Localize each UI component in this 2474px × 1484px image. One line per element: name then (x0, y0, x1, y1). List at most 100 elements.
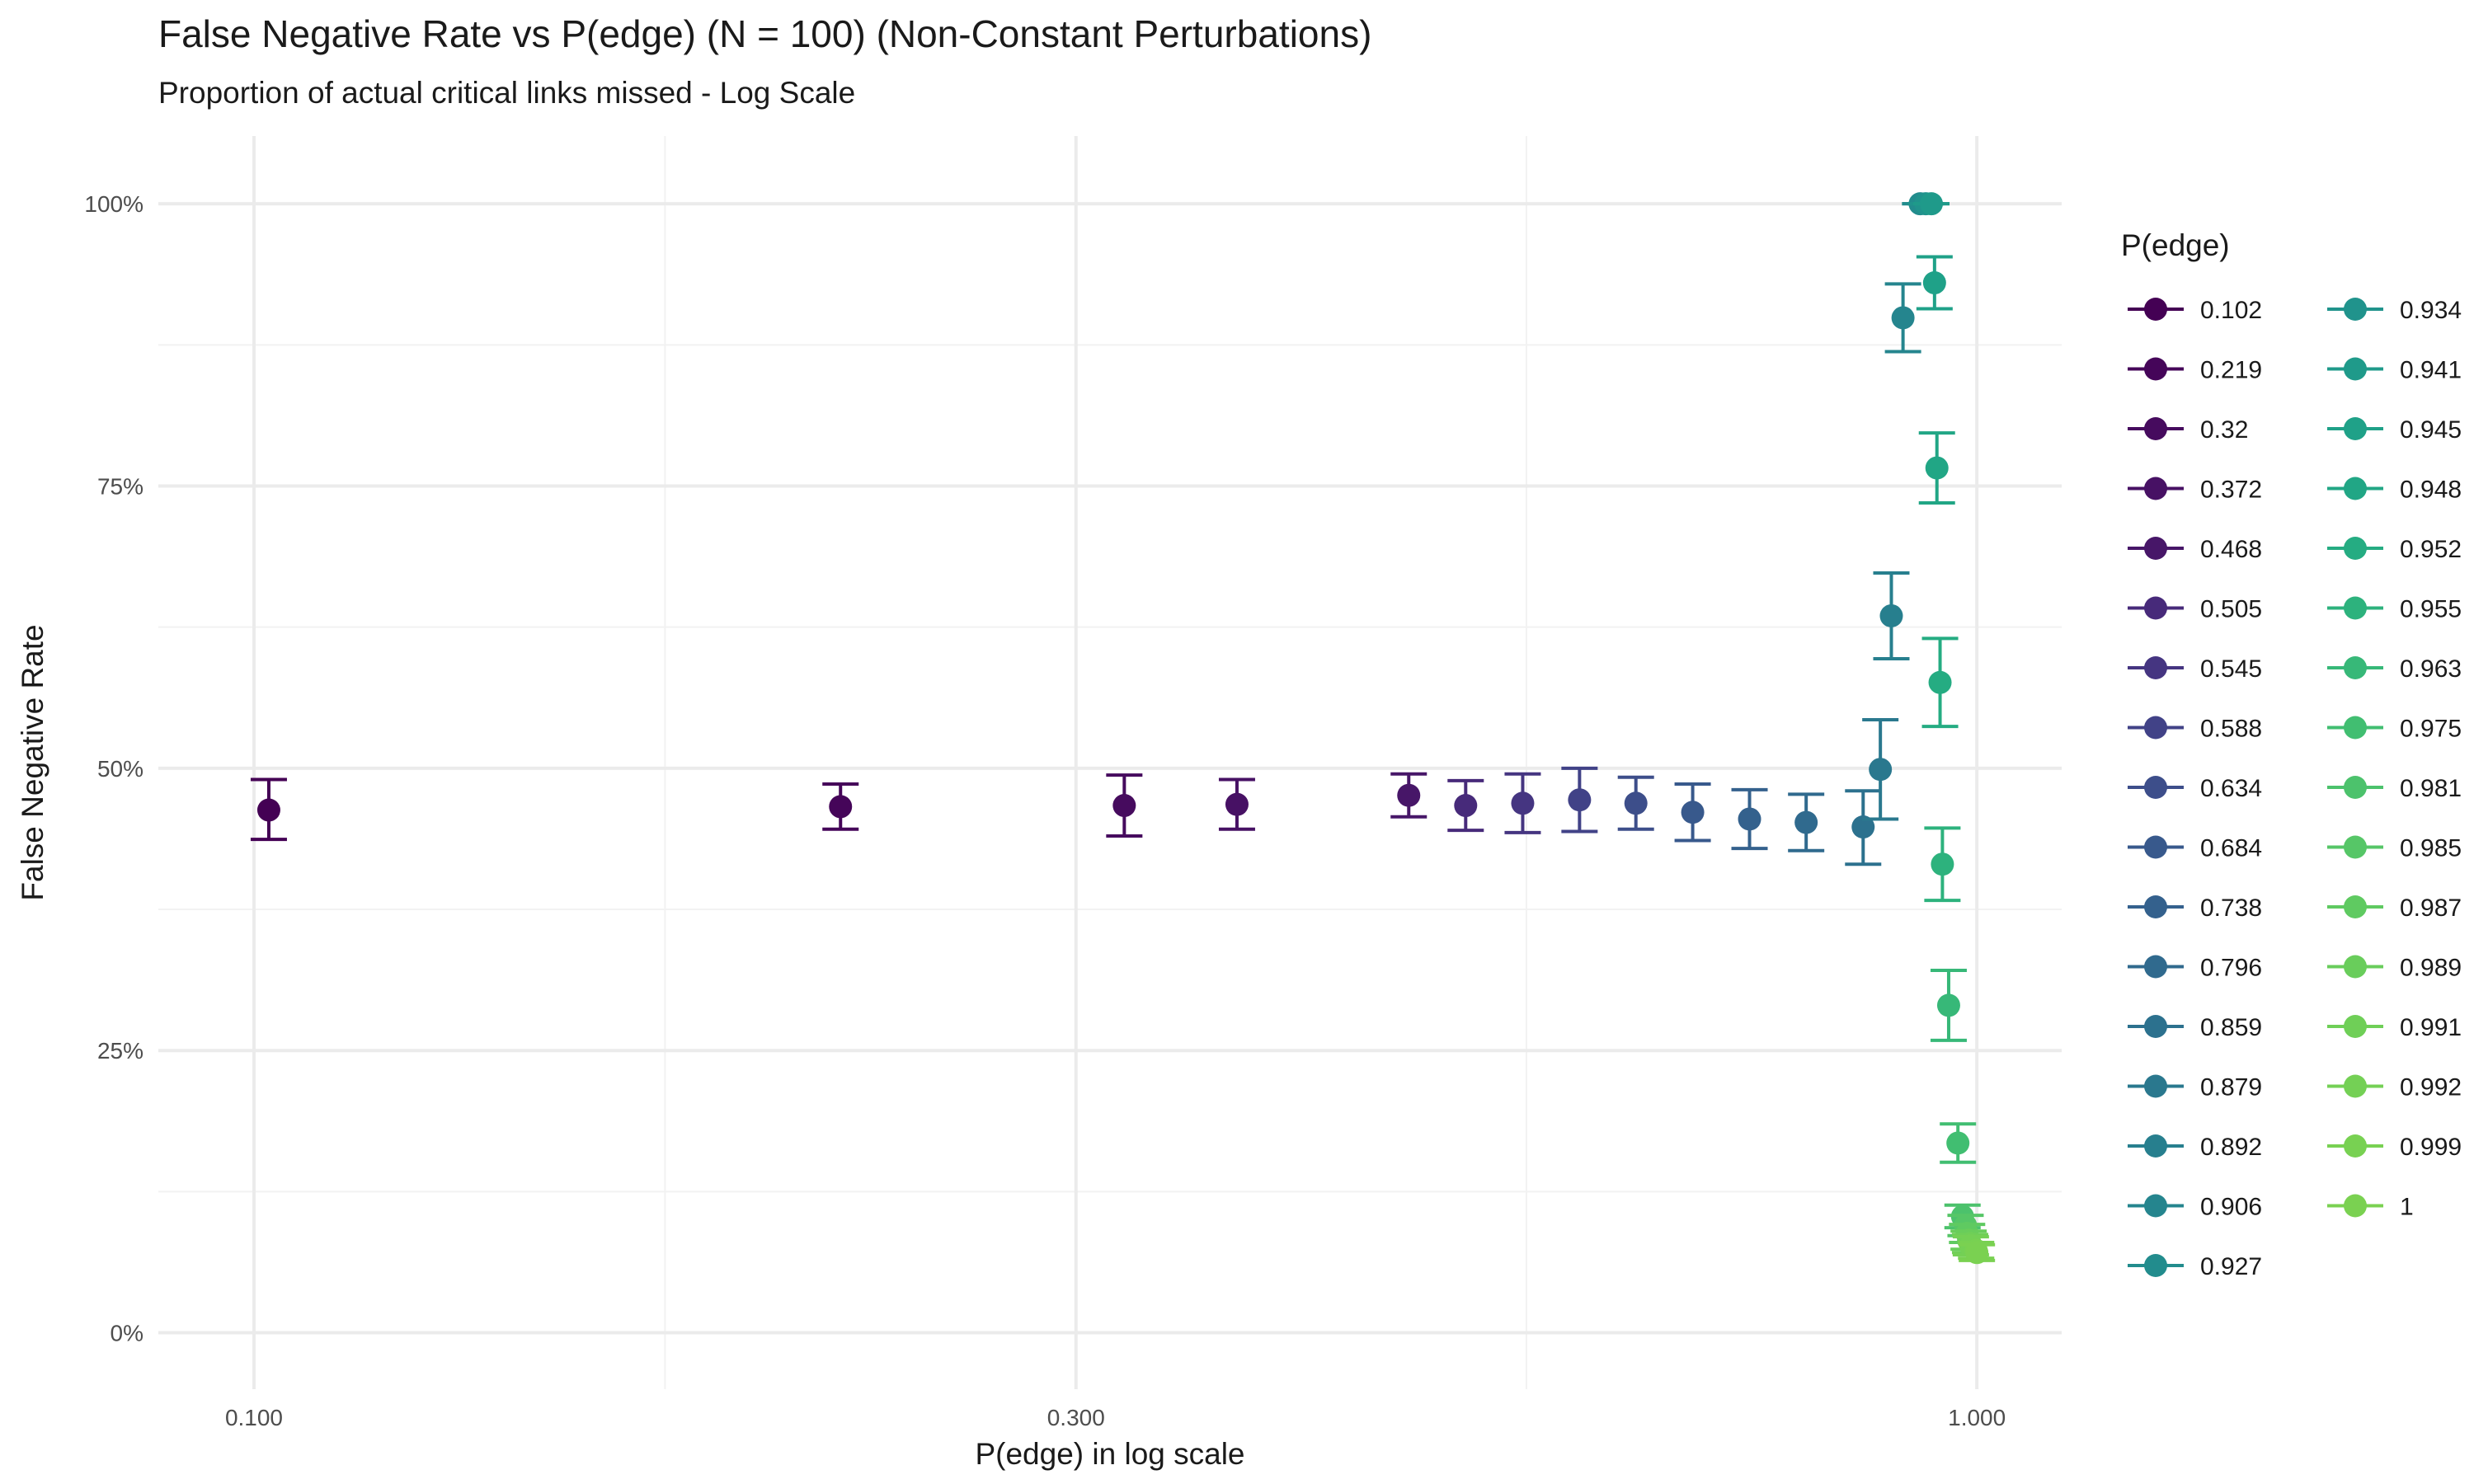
data-point (1873, 571, 1910, 661)
point-marker (1568, 788, 1592, 812)
point-marker (1936, 993, 1960, 1017)
data-point (1862, 717, 1899, 821)
legend-label: 0.906 (2200, 1194, 2262, 1221)
legend-key-marker (2144, 895, 2167, 918)
legend-item: 0.468 (2128, 536, 2262, 563)
x-axis-ticks: 0.100 0.300 1.000 (225, 1405, 2006, 1430)
grid (158, 136, 2062, 1389)
legend-key-marker (2344, 716, 2367, 740)
legend-key-marker (2144, 357, 2167, 381)
data-point (1106, 773, 1143, 838)
point-marker (1794, 810, 1818, 834)
y-axis-title: False Negative Rate (16, 624, 49, 900)
legend-label: 0.32 (2200, 416, 2248, 444)
legend-item: 0.588 (2128, 716, 2262, 743)
point-marker (829, 795, 853, 819)
legend-item: 0.985 (2327, 835, 2462, 862)
legend-label: 0.879 (2200, 1074, 2262, 1101)
data-point (1930, 968, 1967, 1042)
legend-key-marker (2144, 955, 2167, 979)
legend-item: 0.545 (2128, 655, 2262, 683)
data-point (1674, 782, 1711, 843)
chart-subtitle: Proportion of actual critical links miss… (158, 76, 856, 110)
legend-key-marker (2344, 537, 2367, 560)
legend-key-marker (2344, 1194, 2367, 1218)
data-point (1924, 826, 1961, 903)
legend-key-marker (2144, 477, 2167, 500)
legend-label: 0.588 (2200, 716, 2262, 743)
point-marker (1225, 792, 1249, 816)
legend-key-marker (2344, 835, 2367, 859)
legend-item: 0.927 (2128, 1253, 2262, 1280)
legend-item: 0.879 (2128, 1074, 2262, 1101)
legend-label: 0.738 (2200, 895, 2262, 922)
data-point (1561, 766, 1598, 834)
legend-label: 0.859 (2200, 1014, 2262, 1041)
legend-label: 0.934 (2400, 297, 2462, 324)
legend-item: 1 (2327, 1194, 2414, 1221)
legend-label: 0.987 (2400, 895, 2462, 922)
legend-key-marker (2144, 417, 2167, 440)
point-marker (1624, 791, 1648, 815)
legend-key-marker (2144, 596, 2167, 620)
legend-item: 0.892 (2128, 1134, 2262, 1161)
data-point (1788, 792, 1825, 852)
legend-item: 0.684 (2128, 835, 2262, 862)
legend-item: 0.975 (2327, 716, 2462, 743)
data-point (1912, 192, 1950, 216)
legend-item: 0.32 (2128, 416, 2248, 444)
data-points (250, 192, 1996, 1265)
legend-item: 0.796 (2128, 955, 2262, 982)
legend-label: 0.505 (2200, 596, 2262, 623)
legend-key-marker (2144, 1254, 2167, 1277)
point-marker (1851, 815, 1875, 839)
data-point (1959, 1241, 1996, 1265)
data-point (1940, 1122, 1977, 1164)
legend-label: 0.102 (2200, 297, 2262, 324)
legend-key-marker (2344, 776, 2367, 799)
legend-key-marker (2144, 1194, 2167, 1218)
legend-label: 0.963 (2400, 655, 2462, 683)
legend-label: 0.981 (2400, 775, 2462, 802)
data-point (1845, 789, 1882, 866)
point-marker (1925, 456, 1949, 480)
point-marker (1931, 852, 1954, 876)
point-marker (1928, 670, 1952, 694)
legend-label: 0.955 (2400, 596, 2462, 623)
legend-label: 0.991 (2400, 1014, 2462, 1041)
data-point (1921, 636, 1959, 729)
legend-label: 0.796 (2200, 955, 2262, 982)
legend-key-marker (2344, 656, 2367, 679)
y-tick-label: 50% (97, 756, 143, 782)
legend-label: 0.684 (2200, 835, 2262, 862)
point-marker (1879, 603, 1903, 627)
chart-title: False Negative Rate vs P(edge) (N = 100)… (158, 12, 1372, 55)
legend-label: 0.992 (2400, 1074, 2462, 1101)
y-tick-label: 25% (97, 1038, 143, 1064)
data-point (1504, 772, 1541, 834)
legend-item: 0.934 (2327, 297, 2462, 324)
legend-label: 0.985 (2400, 835, 2462, 862)
legend-key-marker (2344, 596, 2367, 620)
legend-item: 0.945 (2327, 416, 2462, 444)
point-marker (1891, 306, 1915, 330)
legend-item: 0.906 (2128, 1194, 2262, 1221)
legend-key-marker (2144, 1015, 2167, 1038)
legend-label: 0.372 (2200, 477, 2262, 504)
legend-item: 0.963 (2327, 655, 2462, 683)
y-tick-label: 100% (84, 191, 143, 217)
legend-key-marker (2344, 955, 2367, 979)
legend-item: 0.372 (2128, 477, 2262, 504)
x-tick-label: 0.300 (1047, 1405, 1105, 1430)
legend-item: 0.989 (2327, 955, 2462, 982)
x-tick-label: 1.000 (1948, 1405, 2006, 1430)
legend-item: 0.992 (2327, 1074, 2462, 1101)
data-point (1617, 775, 1654, 831)
legend-item: 0.219 (2128, 357, 2262, 384)
legend-item: 0.859 (2128, 1014, 2262, 1041)
data-point (250, 777, 287, 842)
legend-key-marker (2144, 298, 2167, 321)
legend-label: 0.892 (2200, 1134, 2262, 1161)
legend-key-marker (2344, 477, 2367, 500)
